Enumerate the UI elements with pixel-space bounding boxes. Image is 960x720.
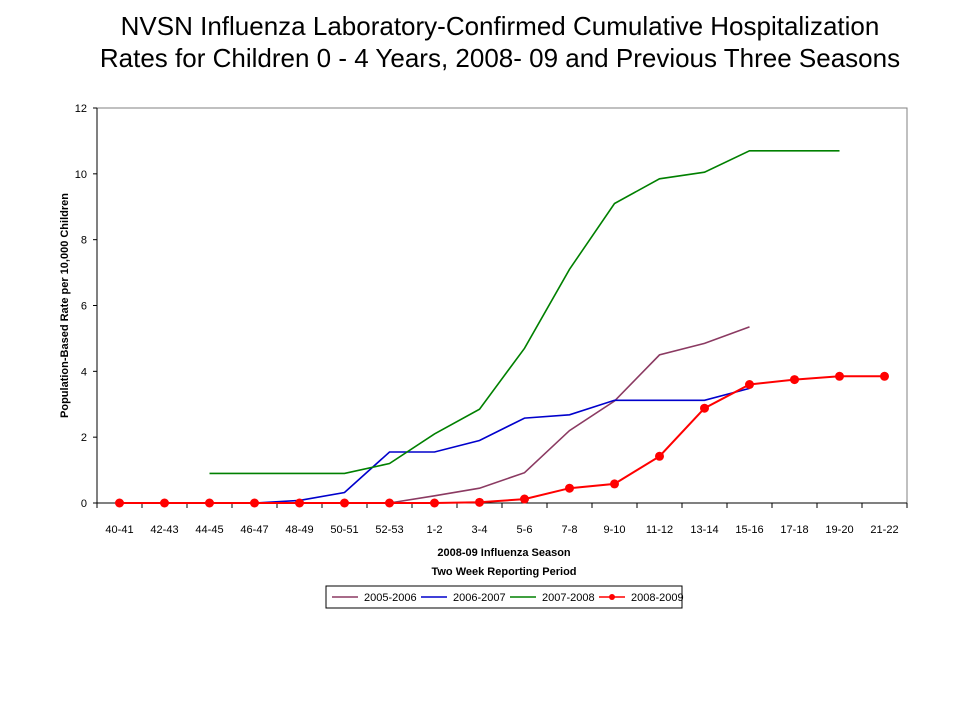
data-point-2008-2009-48-49: [295, 498, 304, 508]
chart-title: NVSN Influenza Laboratory-Confirmed Cumu…: [0, 10, 960, 74]
x-tick-label: 44-45: [195, 524, 223, 536]
data-point-2008-2009-40-41: [115, 498, 124, 508]
x-tick-label: 13-14: [690, 524, 718, 536]
plot-area: [96, 107, 908, 504]
y-tick-label: 8: [81, 235, 87, 247]
x-tick-label: 48-49: [285, 524, 313, 536]
series-line-2008-2009: [119, 375, 885, 504]
data-point-2008-2009-17-18: [790, 375, 799, 385]
x-tick-label: 5-6: [517, 524, 533, 536]
x-tick-label: 1-2: [427, 524, 443, 536]
data-point-2008-2009-52-53: [385, 498, 394, 508]
data-point-2008-2009-13-14: [700, 403, 709, 413]
y-tick-label: 4: [81, 366, 87, 378]
x-tick-label: 19-20: [825, 524, 853, 536]
legend-marker-2008-2009: [609, 594, 615, 600]
y-tick-label: 0: [81, 498, 87, 510]
x-tick-label: 50-51: [330, 524, 358, 536]
data-point-2008-2009-1-2: [430, 498, 439, 508]
x-tick-label: 52-53: [375, 524, 403, 536]
y-axis-title: Population-Based Rate per 10,000 Childre…: [59, 193, 71, 418]
series-line-2005-2006: [389, 326, 750, 504]
y-tick-label: 6: [81, 301, 87, 313]
x-tick-label: 7-8: [562, 524, 578, 536]
legend-box: [325, 585, 683, 609]
y-tick-label: 2: [81, 432, 87, 444]
data-point-2008-2009-42-43: [160, 498, 169, 508]
data-point-2008-2009-19-20: [835, 371, 844, 381]
x-tick-label: 9-10: [603, 524, 625, 536]
data-point-2008-2009-46-47: [250, 498, 259, 508]
data-point-2008-2009-50-51: [340, 498, 349, 508]
chart-title-line-1: NVSN Influenza Laboratory-Confirmed Cumu…: [120, 11, 880, 41]
x-tick-label: 42-43: [150, 524, 178, 536]
x-axis-title-line-2: Two Week Reporting Period: [431, 566, 576, 578]
series-line-2006-2007: [254, 387, 750, 504]
x-axis-title-line-1: 2008-09 Influenza Season: [437, 547, 571, 559]
series-line-2007-2008: [209, 150, 840, 475]
data-point-2008-2009-5-6: [520, 494, 529, 504]
data-point-2008-2009-15-16: [745, 380, 754, 389]
x-tick-label: 3-4: [472, 524, 488, 536]
y-tick-label: 12: [75, 103, 87, 115]
data-point-2008-2009-7-8: [565, 483, 574, 493]
x-tick-label: 11-12: [646, 524, 673, 536]
data-point-2008-2009-9-10: [610, 479, 619, 489]
data-point-2008-2009-21-22: [880, 371, 889, 381]
y-tick-label: 10: [75, 169, 87, 181]
x-tick-label: 15-16: [735, 524, 763, 536]
x-tick-label: 46-47: [240, 524, 268, 536]
legend-label: 2006-2007: [453, 592, 506, 604]
data-point-2008-2009-3-4: [475, 497, 484, 507]
x-tick-label: 21-22: [870, 524, 898, 536]
legend-label: 2007-2008: [542, 592, 595, 604]
chart-title-line-2: Rates for Children 0 - 4 Years, 2008- 09…: [99, 43, 901, 73]
legend-label: 2005-2006: [364, 592, 417, 604]
x-tick-label: 40-41: [105, 524, 133, 536]
x-tick-label: 17-18: [780, 524, 808, 536]
legend-label: 2008-2009: [631, 592, 684, 604]
data-point-2008-2009-44-45: [205, 498, 214, 508]
data-point-2008-2009-11-12: [655, 451, 664, 461]
